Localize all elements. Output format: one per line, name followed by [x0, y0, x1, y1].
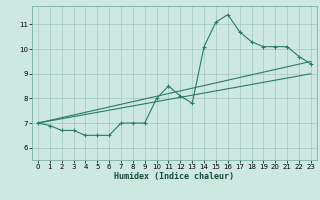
- X-axis label: Humidex (Indice chaleur): Humidex (Indice chaleur): [115, 172, 234, 181]
